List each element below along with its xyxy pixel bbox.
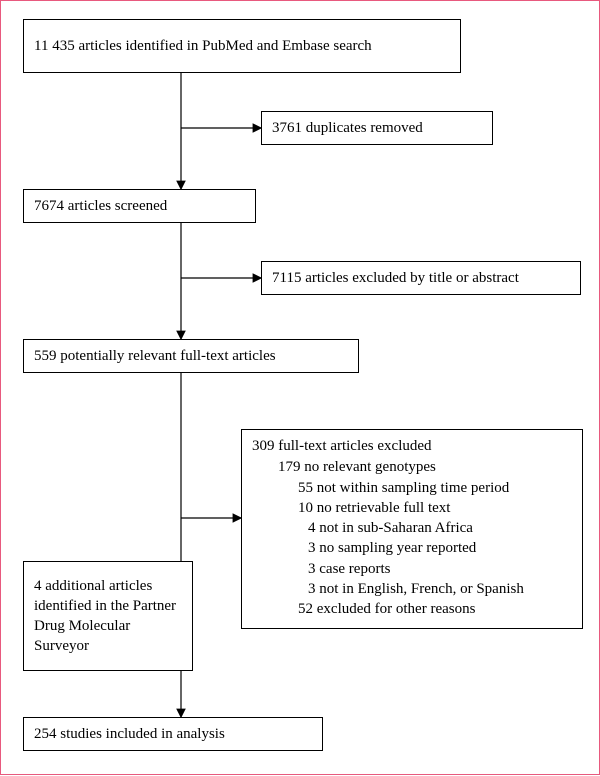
exclusion-header: 309 full-text articles excluded [252, 436, 572, 456]
box-screened: 7674 articles screened [23, 189, 256, 223]
box-additional: 4 additional articles identified in the … [23, 561, 193, 671]
exclusion-r5: 3 no sampling year reported [252, 538, 572, 558]
exclusion-r8: 52 excluded for other reasons [252, 599, 572, 619]
box-duplicates: 3761 duplicates removed [261, 111, 493, 145]
text-excluded-title: 7115 articles excluded by title or abstr… [272, 268, 519, 288]
exclusion-r2: 55 not within sampling time period [252, 478, 572, 498]
text-identified: 11 435 articles identified in PubMed and… [34, 36, 372, 56]
exclusion-r1: 179 no relevant genotypes [252, 457, 572, 477]
exclusion-r4: 4 not in sub-Saharan Africa [252, 518, 572, 538]
exclusion-r7: 3 not in English, French, or Spanish [252, 579, 572, 599]
box-included: 254 studies included in analysis [23, 717, 323, 751]
text-duplicates: 3761 duplicates removed [272, 118, 423, 138]
text-included: 254 studies included in analysis [34, 724, 225, 744]
text-additional: 4 additional articles identified in the … [34, 576, 182, 657]
exclusion-r6: 3 case reports [252, 559, 572, 579]
box-identified: 11 435 articles identified in PubMed and… [23, 19, 461, 73]
box-fulltext: 559 potentially relevant full-text artic… [23, 339, 359, 373]
exclusion-r3: 10 no retrievable full text [252, 498, 572, 518]
box-exclusion: 309 full-text articles excluded 179 no r… [241, 429, 583, 629]
flowchart-canvas: 11 435 articles identified in PubMed and… [0, 0, 600, 775]
box-excluded-title: 7115 articles excluded by title or abstr… [261, 261, 581, 295]
text-screened: 7674 articles screened [34, 196, 167, 216]
text-fulltext: 559 potentially relevant full-text artic… [34, 346, 276, 366]
